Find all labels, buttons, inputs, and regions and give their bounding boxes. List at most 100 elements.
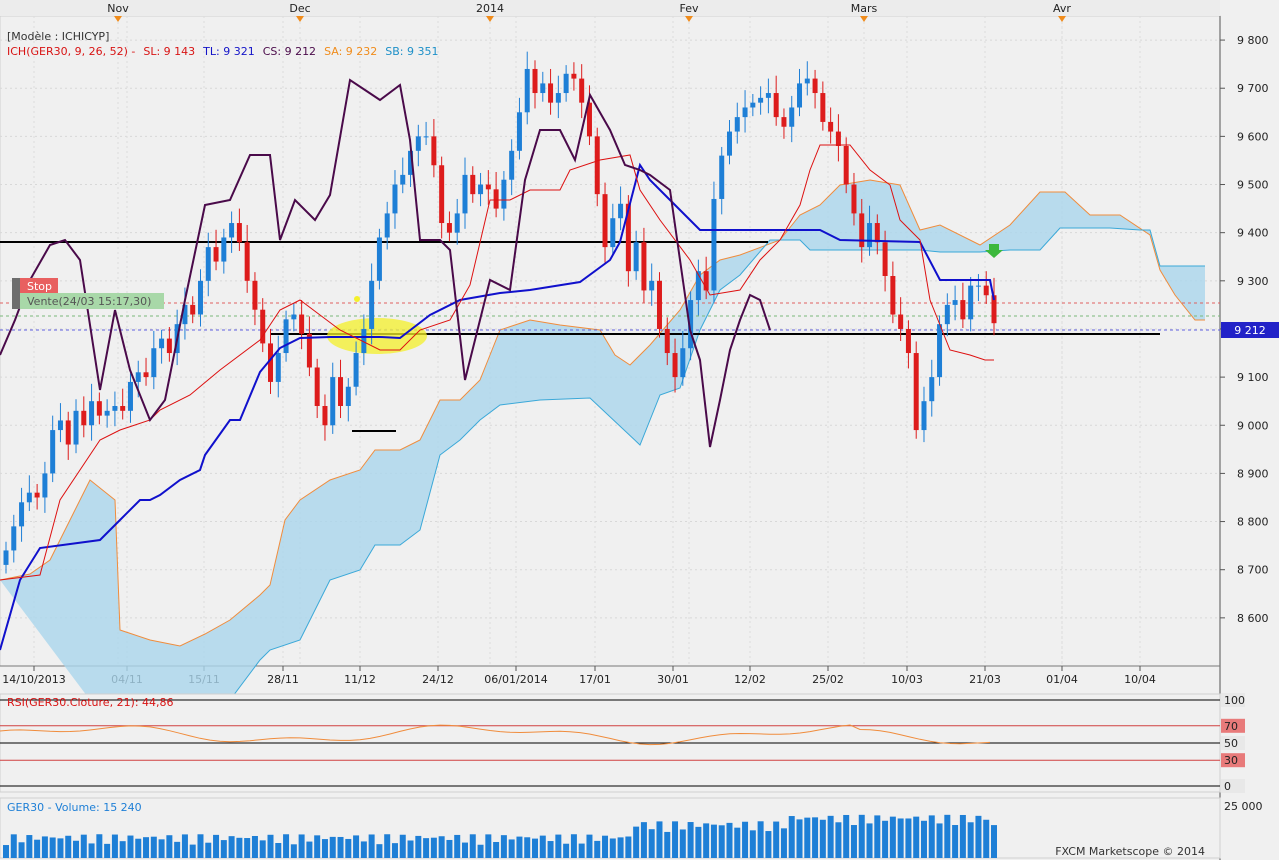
candle[interactable]	[11, 514, 17, 563]
candle[interactable]	[929, 359, 935, 417]
candle[interactable]	[19, 487, 25, 542]
candle[interactable]	[688, 291, 694, 361]
candle[interactable]	[159, 329, 165, 364]
stop-order-box[interactable]	[12, 278, 58, 294]
candle[interactable]	[952, 285, 958, 321]
candle[interactable]	[96, 392, 102, 425]
candle[interactable]	[859, 198, 865, 263]
candle[interactable]	[890, 261, 896, 324]
candle[interactable]	[376, 228, 382, 290]
candle[interactable]	[330, 362, 336, 434]
candle[interactable]	[244, 224, 250, 293]
candle[interactable]	[345, 378, 351, 422]
candle[interactable]	[151, 330, 157, 390]
candle[interactable]	[89, 383, 95, 441]
candle[interactable]	[338, 359, 344, 419]
candle[interactable]	[431, 119, 437, 178]
candle[interactable]	[851, 172, 857, 226]
candle[interactable]	[42, 461, 48, 513]
candle[interactable]	[112, 391, 118, 427]
sell-order-box[interactable]	[12, 293, 164, 309]
candle[interactable]	[921, 386, 927, 443]
candle[interactable]	[120, 388, 126, 420]
candle[interactable]	[532, 60, 538, 109]
candle[interactable]	[664, 317, 670, 366]
candle[interactable]	[501, 171, 507, 221]
candle[interactable]	[812, 69, 818, 109]
candle[interactable]	[641, 227, 647, 303]
candle[interactable]	[275, 335, 281, 398]
candle[interactable]	[719, 146, 725, 215]
candle[interactable]	[820, 81, 826, 131]
candle[interactable]	[268, 328, 274, 394]
candle[interactable]	[633, 230, 639, 280]
stop-order-handle[interactable]	[12, 278, 20, 294]
candle[interactable]	[493, 172, 499, 218]
candle[interactable]	[835, 114, 841, 162]
candle[interactable]	[299, 300, 305, 350]
candle[interactable]	[726, 120, 732, 165]
candle[interactable]	[384, 201, 390, 250]
candle[interactable]	[470, 166, 476, 203]
candle[interactable]	[353, 341, 359, 396]
candle[interactable]	[734, 102, 740, 144]
candle[interactable]	[618, 186, 624, 231]
candle[interactable]	[221, 228, 227, 274]
candle[interactable]	[602, 182, 608, 263]
candle[interactable]	[252, 272, 258, 326]
candle[interactable]	[361, 314, 367, 366]
candle[interactable]	[516, 97, 522, 160]
candle[interactable]	[205, 232, 211, 297]
candle[interactable]	[672, 338, 678, 393]
candle[interactable]	[213, 229, 219, 271]
candle[interactable]	[392, 170, 398, 229]
candle[interactable]	[190, 296, 196, 324]
candle[interactable]	[548, 68, 554, 115]
candle[interactable]	[322, 394, 328, 441]
candle[interactable]	[867, 205, 873, 256]
candle[interactable]	[579, 64, 585, 119]
candle[interactable]	[765, 78, 771, 114]
candle[interactable]	[400, 157, 406, 194]
candle[interactable]	[369, 263, 375, 345]
candle[interactable]	[26, 475, 32, 511]
candle[interactable]	[703, 256, 709, 300]
candle[interactable]	[291, 302, 297, 332]
candle[interactable]	[485, 170, 491, 205]
candle[interactable]	[563, 65, 569, 102]
candle[interactable]	[789, 95, 795, 143]
candle[interactable]	[166, 327, 172, 362]
candle[interactable]	[439, 156, 445, 239]
sell-signal-arrow-icon[interactable]	[985, 244, 1003, 258]
candle[interactable]	[283, 310, 289, 362]
candle[interactable]	[50, 415, 56, 483]
candle[interactable]	[306, 316, 312, 377]
candle[interactable]	[758, 86, 764, 115]
candle[interactable]	[610, 203, 616, 256]
candle[interactable]	[555, 75, 561, 119]
candle[interactable]	[57, 403, 63, 443]
candle[interactable]	[742, 90, 748, 133]
candle[interactable]	[104, 399, 110, 428]
candle[interactable]	[236, 208, 242, 251]
candle[interactable]	[649, 263, 655, 306]
candle[interactable]	[960, 282, 966, 328]
candle[interactable]	[524, 51, 530, 125]
candle[interactable]	[197, 269, 203, 327]
candle[interactable]	[874, 214, 880, 255]
candle[interactable]	[781, 108, 787, 139]
candle[interactable]	[905, 320, 911, 369]
candle[interactable]	[937, 315, 943, 386]
candle[interactable]	[81, 396, 87, 438]
candle[interactable]	[260, 298, 266, 353]
candle[interactable]	[594, 127, 600, 207]
candle[interactable]	[968, 276, 974, 332]
candle[interactable]	[478, 172, 484, 207]
candle[interactable]	[944, 293, 950, 337]
candle[interactable]	[462, 157, 468, 229]
candle[interactable]	[34, 484, 40, 510]
sell-order-handle[interactable]	[12, 293, 20, 309]
candle[interactable]	[898, 297, 904, 341]
candle[interactable]	[446, 211, 452, 242]
candle[interactable]	[828, 107, 834, 144]
